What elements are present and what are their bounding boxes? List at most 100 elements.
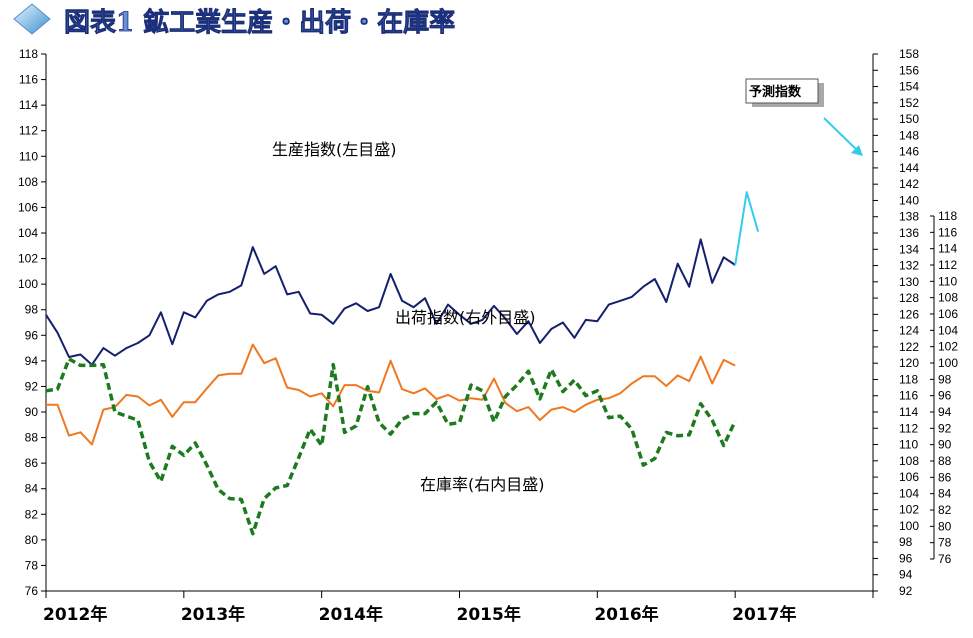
right-outer-axis-tick-label: 114	[899, 405, 918, 419]
x-axis-tick-label: 2016年	[594, 604, 658, 625]
left-axis-tick-label: 78	[25, 558, 39, 572]
right-outer-axis-tick-label: 142	[899, 177, 919, 191]
left-axis-tick-label: 104	[18, 226, 38, 240]
right-outer-axis-tick-label: 154	[899, 80, 919, 94]
right-outer-axis-tick-label: 136	[899, 226, 919, 240]
left-axis-tick-label: 116	[19, 73, 38, 87]
forecast-arrowhead	[851, 145, 863, 156]
right-outer-axis-tick-label: 112	[899, 421, 918, 435]
left-axis-tick-label: 96	[25, 328, 39, 342]
left-axis-tick-label: 110	[19, 149, 38, 163]
right-inner-axis-tick-label: 76	[938, 552, 952, 566]
right-outer-axis-tick-label: 98	[899, 535, 913, 549]
right-inner-axis-tick-label: 86	[938, 470, 952, 484]
right-inner-axis-tick-label: 80	[938, 519, 952, 533]
x-axis-tick-label: 2012年	[43, 604, 107, 625]
series-line-production_forecast	[734, 191, 760, 266]
right-outer-axis-tick-label: 94	[899, 568, 913, 582]
right-outer-axis-tick-label: 108	[899, 454, 919, 468]
left-axis-tick-label: 108	[18, 175, 38, 189]
left-axis-tick-label: 94	[25, 354, 39, 368]
right-inner-axis-tick-label: 92	[938, 421, 952, 435]
left-axis-tick-label: 98	[25, 303, 39, 317]
right-outer-axis-tick-label: 156	[899, 63, 919, 77]
left-axis-tick-label: 80	[25, 533, 39, 547]
right-outer-axis-tick-label: 140	[899, 193, 919, 207]
left-axis-tick-label: 76	[25, 584, 39, 598]
forecast-box	[745, 78, 819, 104]
right-inner-axis-tick-label: 84	[938, 487, 952, 501]
series-line-production	[45, 238, 736, 366]
right-outer-axis-tick-label: 152	[899, 96, 919, 110]
right-outer-axis-tick-label: 118	[899, 372, 918, 386]
right-outer-axis-tick-label: 158	[899, 47, 919, 61]
left-axis-tick-label: 90	[25, 405, 39, 419]
right-inner-axis-tick-label: 82	[938, 503, 952, 517]
right-inner-axis-tick-label: 88	[938, 454, 952, 468]
right-inner-axis-tick-label: 96	[938, 389, 952, 403]
forecast-arrow	[823, 117, 862, 155]
shipment-series-label: 出荷指数(右外目盛)	[395, 308, 536, 327]
right-outer-axis-tick-label: 104	[899, 486, 919, 500]
right-inner-axis-tick-label: 116	[938, 225, 957, 239]
left-axis-tick-label: 106	[18, 200, 38, 214]
right-outer-axis-tick-label: 144	[899, 161, 919, 175]
axes: 76 78 80 82 84 86 88 90 92 94 96 98 100 102 104 106 108 1…	[18, 47, 958, 625]
right-outer-axis-tick-label: 146	[899, 145, 919, 159]
right-inner-axis-tick-label: 118	[938, 209, 957, 223]
right-inner-axis-tick-label: 98	[938, 372, 952, 386]
production-series-label: 生産指数(左目盛)	[272, 140, 397, 159]
right-outer-axis-tick-label: 132	[899, 259, 919, 273]
forecast-label: 予測指数	[749, 84, 802, 100]
right-inner-axis-tick-label: 102	[938, 340, 958, 354]
right-inner-axis-tick-label: 78	[938, 536, 952, 550]
left-axis-tick-label: 82	[25, 507, 39, 521]
right-outer-axis-tick-label: 92	[899, 584, 913, 598]
right-inner-axis-tick-label: 114	[938, 242, 957, 256]
series-line-shipments	[46, 343, 736, 446]
right-inner-axis-tick-label: 100	[938, 356, 958, 370]
right-outer-axis-tick-label: 134	[899, 242, 919, 256]
right-inner-axis-tick-label: 106	[938, 307, 958, 321]
x-axis-tick-label: 2017年	[732, 604, 796, 625]
right-inner-axis-tick-label: 104	[938, 323, 958, 337]
right-inner-axis-tick-label: 94	[938, 405, 952, 419]
diamond-icon	[13, 3, 51, 35]
right-inner-axis-tick-label: 108	[938, 291, 958, 305]
right-outer-axis-tick-label: 130	[899, 275, 919, 289]
right-outer-axis-tick-label: 116	[899, 389, 918, 403]
right-outer-axis-tick-label: 110	[899, 438, 918, 452]
x-axis-tick-label: 2015年	[457, 604, 521, 625]
left-axis-tick-label: 92	[25, 379, 39, 393]
right-outer-axis-tick-label: 148	[899, 128, 919, 142]
left-axis-tick-label: 102	[18, 252, 38, 266]
right-outer-axis-tick-label: 122	[899, 340, 919, 354]
right-inner-axis-tick-label: 110	[938, 274, 957, 288]
forecast-callout: 予測指数	[745, 78, 863, 156]
left-axis-tick-label: 88	[25, 431, 39, 445]
right-outer-axis-tick-label: 100	[899, 519, 919, 533]
left-axis-tick-label: 112	[19, 124, 38, 138]
right-outer-axis-tick-label: 128	[899, 291, 919, 305]
right-inner-axis-tick-label: 112	[938, 258, 957, 272]
right-outer-axis-tick-label: 138	[899, 210, 919, 224]
right-inner-axis-tick-label: 90	[938, 438, 952, 452]
x-axis-tick-label: 2014年	[319, 604, 383, 625]
left-axis-tick-label: 114	[19, 98, 38, 112]
right-outer-axis-tick-label: 120	[899, 356, 919, 370]
chart-title-text: 図表1 鉱工業生産・出荷・在庫率	[64, 7, 455, 38]
x-axis-tick-label: 2013年	[181, 604, 245, 625]
right-outer-axis-tick-label: 150	[899, 112, 919, 126]
right-outer-axis-tick-label: 96	[899, 551, 913, 565]
right-outer-axis-tick-label: 102	[899, 503, 919, 517]
left-axis-tick-label: 86	[25, 456, 39, 470]
left-axis-tick-label: 84	[25, 482, 39, 496]
right-outer-axis-tick-label: 106	[899, 470, 919, 484]
series	[45, 191, 760, 536]
left-axis-tick-label: 118	[19, 47, 38, 61]
inventory-series-label: 在庫率(右内目盛)	[420, 475, 545, 494]
right-outer-axis-tick-label: 126	[899, 307, 919, 321]
left-axis-tick-label: 100	[18, 277, 38, 291]
